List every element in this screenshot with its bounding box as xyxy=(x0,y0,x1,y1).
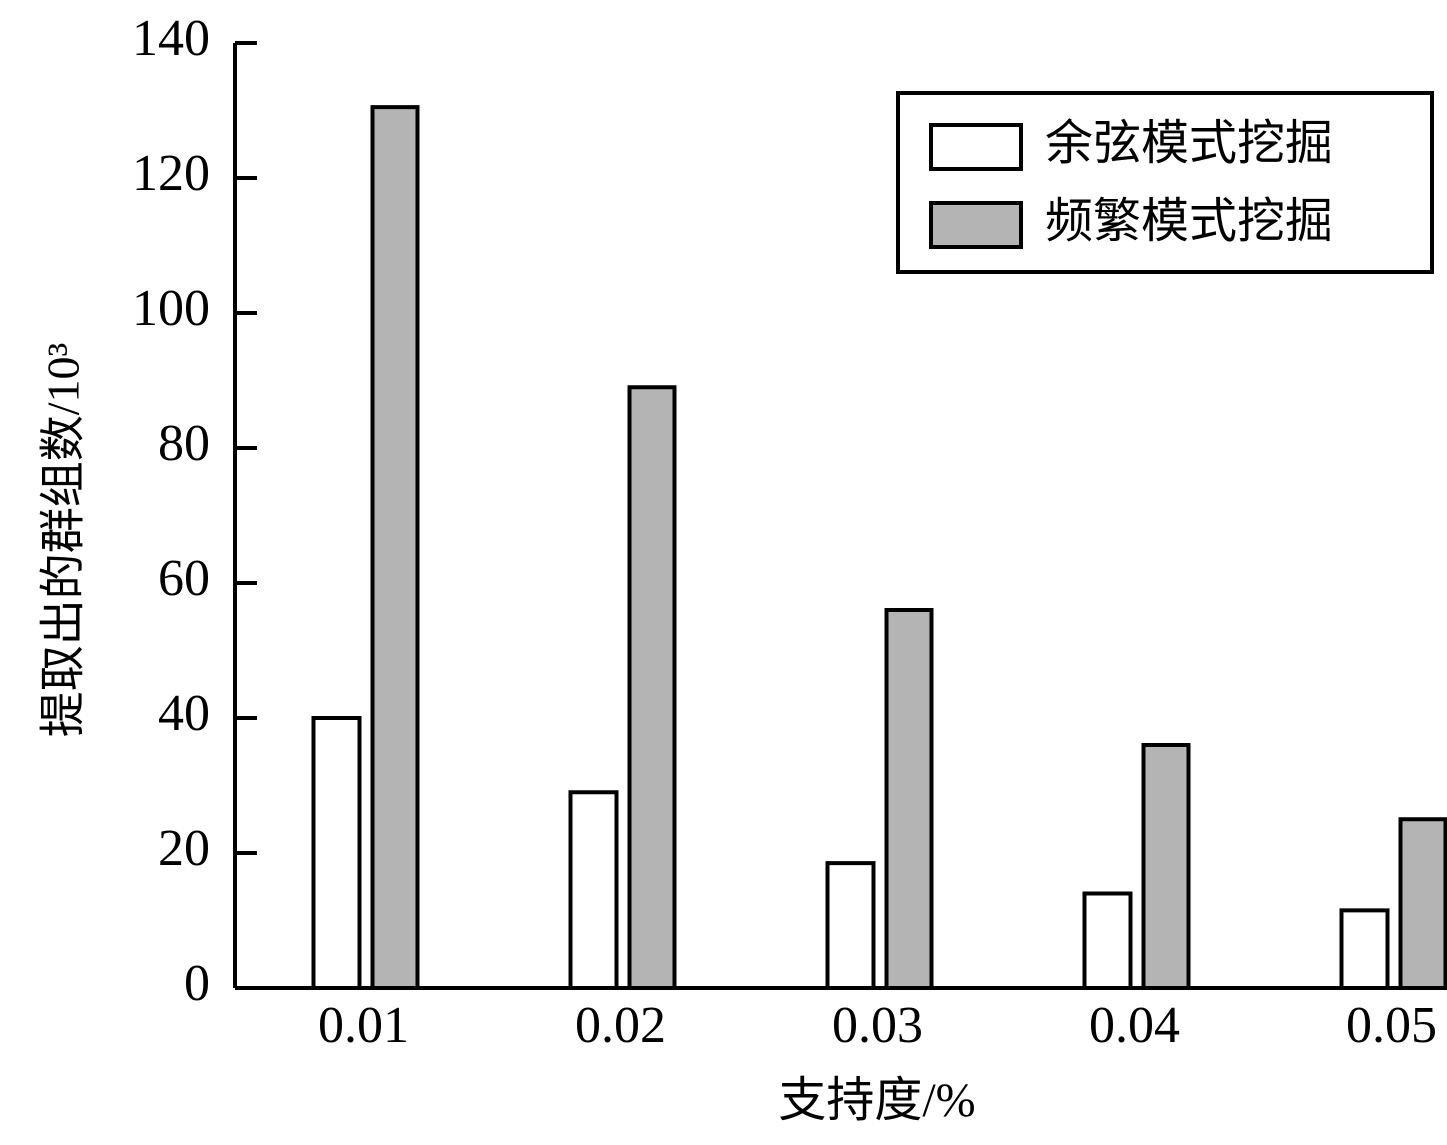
x-tick-label: 0.01 xyxy=(318,997,409,1054)
y-tick-label: 80 xyxy=(158,415,210,472)
bar xyxy=(1141,743,1191,990)
legend-swatch xyxy=(929,201,1023,249)
x-tick-label: 0.04 xyxy=(1089,997,1180,1054)
bar xyxy=(370,105,420,990)
x-axis-label: 支持度/% xyxy=(778,1074,975,1127)
legend-swatch xyxy=(929,123,1023,171)
bar xyxy=(568,790,619,990)
y-axis-label: 提取出的群组数/10³ xyxy=(38,343,89,738)
bar xyxy=(1398,817,1447,990)
y-tick-label: 20 xyxy=(158,820,210,877)
legend-label: 余弦模式挖掘 xyxy=(1045,117,1333,170)
legend-label: 频繁模式挖掘 xyxy=(1045,195,1333,248)
bar xyxy=(884,608,934,990)
x-tick-label: 0.03 xyxy=(832,997,923,1054)
bar xyxy=(1339,908,1390,990)
bar xyxy=(311,716,362,990)
legend-box xyxy=(896,91,1434,274)
y-tick-label: 0 xyxy=(184,955,210,1012)
x-tick-label: 0.05 xyxy=(1346,997,1437,1054)
y-tick-label: 140 xyxy=(132,10,210,67)
y-tick-label: 40 xyxy=(158,685,210,742)
bar xyxy=(825,861,876,990)
y-tick-label: 60 xyxy=(158,550,210,607)
y-tick-label: 100 xyxy=(132,280,210,337)
y-tick-label: 120 xyxy=(132,145,210,202)
x-tick-label: 0.02 xyxy=(575,997,666,1054)
bar xyxy=(1082,891,1133,990)
bar xyxy=(627,385,677,990)
